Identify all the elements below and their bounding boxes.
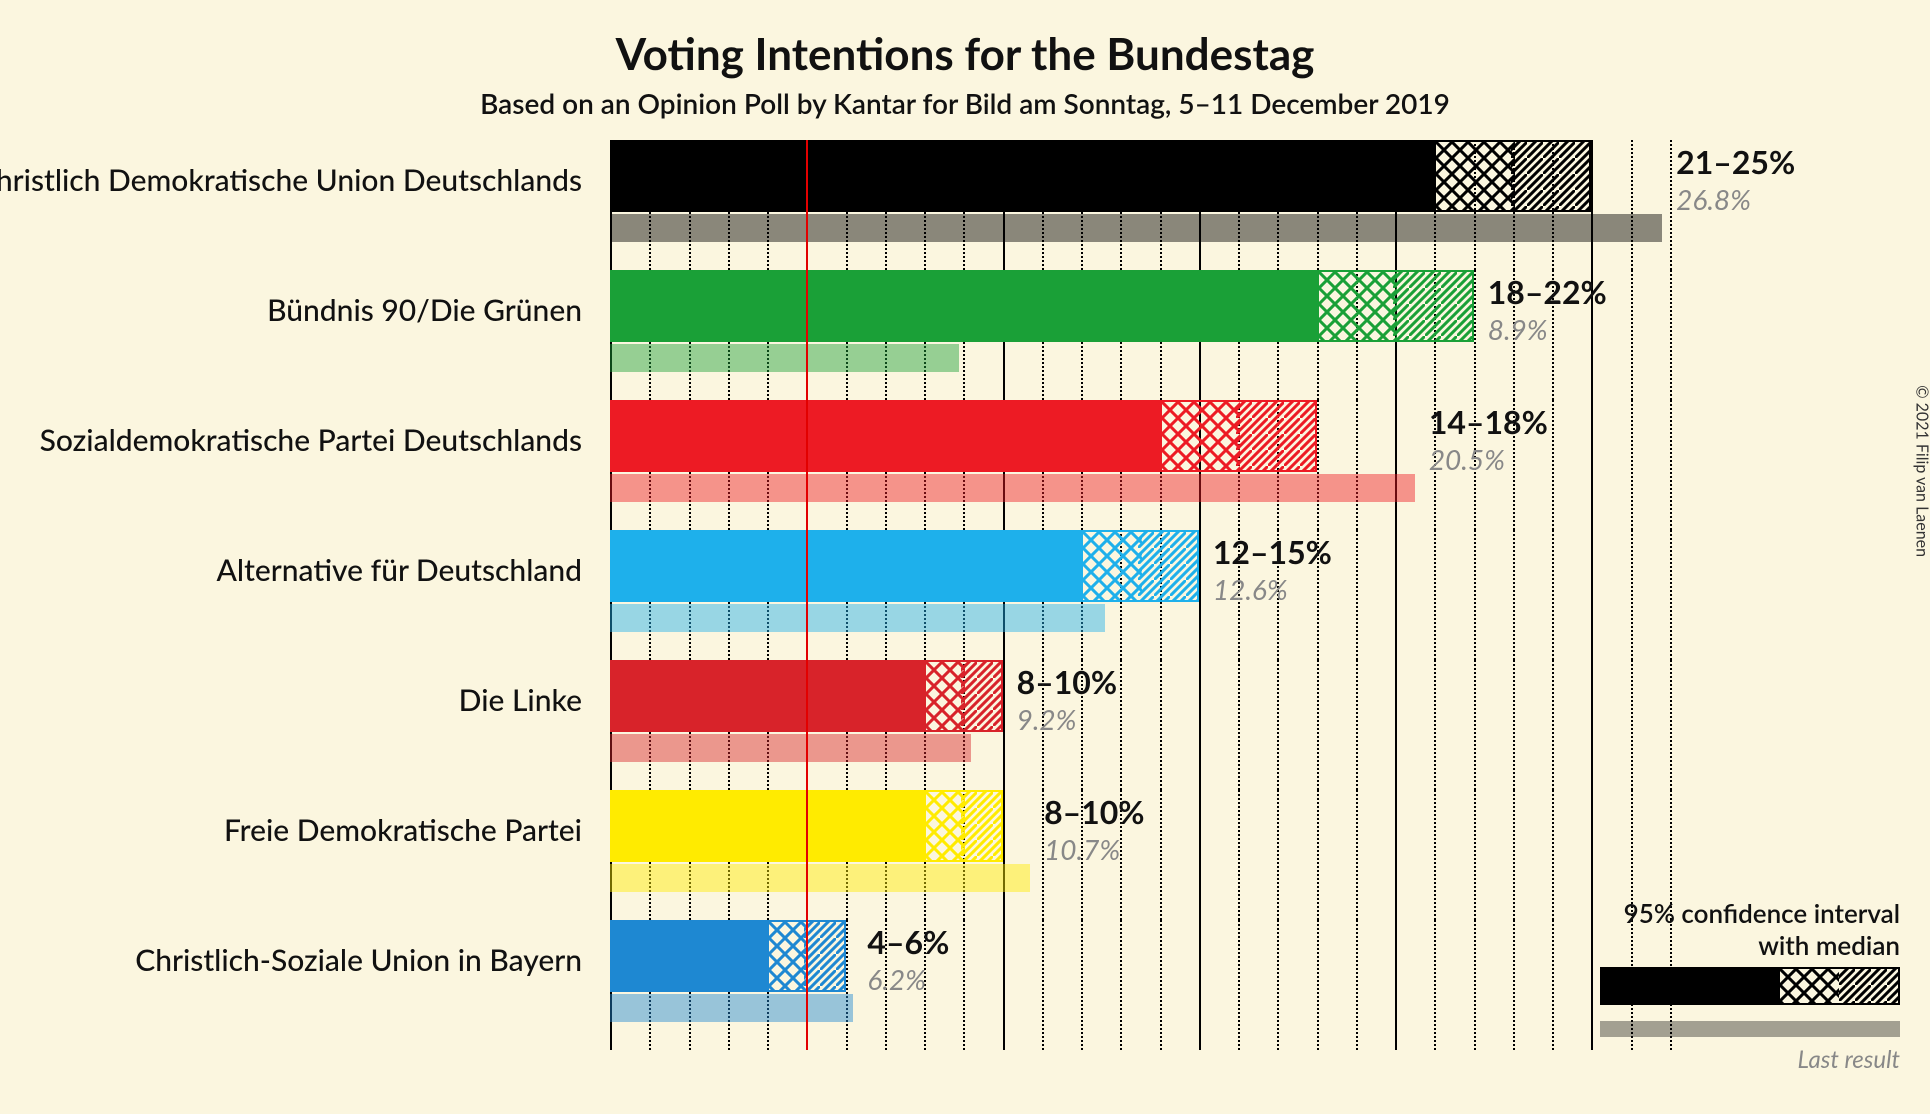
previous-result-bar	[610, 474, 1415, 502]
party-label: Die Linke	[459, 682, 582, 718]
party-row: Freie Demokratische Partei8–10%10.7%	[610, 790, 1670, 920]
legend-line1: 95% confidence interval	[1600, 897, 1900, 929]
chart-subtitle: Based on an Opinion Poll by Kantar for B…	[0, 80, 1930, 144]
party-row: Christlich Demokratische Union Deutschla…	[610, 140, 1670, 270]
previous-label: 10.7%	[1044, 832, 1120, 866]
legend-last-label: Last result	[1600, 1045, 1900, 1074]
confidence-bar	[610, 270, 1474, 342]
confidence-bar	[610, 530, 1199, 602]
copyright: © 2021 Filip van Laenen	[1913, 385, 1930, 557]
legend-prev-bar	[1600, 1021, 1900, 1037]
party-row: Alternative für Deutschland12–15%12.6%	[610, 530, 1670, 660]
party-row: Die Linke8–10%9.2%	[610, 660, 1670, 790]
previous-result-bar	[610, 734, 971, 762]
previous-result-bar	[610, 214, 1662, 242]
confidence-bar	[610, 140, 1591, 212]
confidence-bar	[610, 920, 846, 992]
chart-area: Christlich Demokratische Union Deutschla…	[610, 140, 1670, 1050]
previous-result-bar	[610, 864, 1030, 892]
previous-label: 12.6%	[1213, 572, 1288, 606]
previous-result-bar	[610, 344, 959, 372]
range-label: 8–10%	[1044, 792, 1144, 831]
previous-result-bar	[610, 604, 1105, 632]
previous-label: 6.2%	[867, 962, 926, 996]
party-row: Bündnis 90/Die Grünen18–22%8.9%	[610, 270, 1670, 400]
party-label: Freie Demokratische Partei	[224, 812, 582, 848]
previous-label: 9.2%	[1017, 702, 1077, 736]
legend: 95% confidence interval with median Last…	[1600, 897, 1900, 1074]
range-label: 14–18%	[1429, 402, 1548, 441]
previous-label: 20.5%	[1429, 442, 1505, 476]
party-label: Christlich-Soziale Union in Bayern	[135, 942, 582, 978]
confidence-bar	[610, 400, 1317, 472]
legend-line2: with median	[1600, 929, 1900, 961]
range-label: 21–25%	[1676, 142, 1795, 181]
party-label: Bündnis 90/Die Grünen	[267, 292, 582, 328]
previous-label: 26.8%	[1676, 182, 1751, 216]
party-label: Christlich Demokratische Union Deutschla…	[0, 162, 582, 198]
previous-label: 8.9%	[1488, 312, 1548, 346]
party-label: Alternative für Deutschland	[217, 552, 582, 588]
legend-bar	[1600, 967, 1900, 1005]
range-label: 4–6%	[867, 922, 949, 961]
range-label: 8–10%	[1017, 662, 1117, 701]
party-row: Christlich-Soziale Union in Bayern4–6%6.…	[610, 920, 1670, 1050]
chart-title: Voting Intentions for the Bundestag	[0, 0, 1930, 80]
range-label: 18–22%	[1488, 272, 1607, 311]
range-label: 12–15%	[1213, 532, 1332, 571]
party-row: Sozialdemokratische Partei Deutschlands1…	[610, 400, 1670, 530]
party-label: Sozialdemokratische Partei Deutschlands	[40, 422, 582, 458]
previous-result-bar	[610, 994, 853, 1022]
